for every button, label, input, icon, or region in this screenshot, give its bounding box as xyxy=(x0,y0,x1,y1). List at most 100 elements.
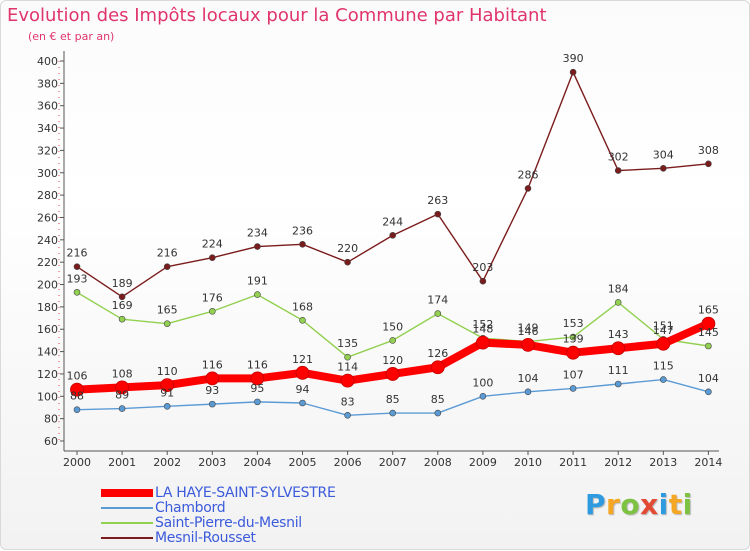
data-label: 121 xyxy=(292,353,313,366)
legend-label: LA HAYE-SAINT-SYLVESTRE xyxy=(155,485,336,501)
series-mesnil-rousset xyxy=(73,68,712,301)
data-point xyxy=(118,293,126,301)
data-label: 104 xyxy=(698,372,719,385)
data-point xyxy=(705,388,712,396)
data-label: 143 xyxy=(608,328,629,341)
chart-title: Evolution des Impôts locaux pour la Comm… xyxy=(7,5,547,26)
y-tick-label: 240 xyxy=(37,234,58,247)
data-label: 168 xyxy=(292,300,313,313)
legend-swatch xyxy=(101,489,153,497)
data-point xyxy=(344,353,351,361)
data-point xyxy=(569,68,577,76)
y-tick-label: 380 xyxy=(37,77,58,90)
data-label: 174 xyxy=(427,294,448,307)
x-tick-label: 2003 xyxy=(198,456,226,469)
data-point xyxy=(659,376,667,383)
data-label: 165 xyxy=(157,304,178,317)
data-point xyxy=(340,373,355,388)
x-tick-label: 2005 xyxy=(289,456,317,469)
data-point xyxy=(209,308,216,315)
data-point xyxy=(299,399,306,407)
series-chambord xyxy=(73,376,712,419)
axes: 60 80 100 120 140 160 180 200 220 240 260 280 300 320… xyxy=(37,51,722,469)
data-point xyxy=(295,365,310,380)
data-point xyxy=(614,299,622,306)
data-label: 165 xyxy=(698,304,719,317)
legend-label: Mesnil-Rousset xyxy=(155,530,256,546)
proxiti-logo: Proxiti xyxy=(585,488,693,521)
data-point xyxy=(434,210,442,218)
data-label: 220 xyxy=(337,242,358,255)
data-point xyxy=(569,385,577,392)
data-point xyxy=(70,382,84,397)
x-tick-label: 2013 xyxy=(649,456,677,469)
data-label: 189 xyxy=(112,277,133,290)
data-point xyxy=(434,409,442,417)
x-tick-label: 2014 xyxy=(694,456,722,469)
x-tick-label: 2008 xyxy=(424,456,452,469)
data-label: 89 xyxy=(115,389,129,402)
data-label: 91 xyxy=(160,386,174,399)
data-label: 150 xyxy=(382,320,403,333)
x-tick-label: 2000 xyxy=(63,456,91,469)
data-point xyxy=(163,263,171,270)
data-point xyxy=(115,380,129,395)
data-point xyxy=(475,335,490,350)
data-label: 390 xyxy=(563,52,584,65)
series-layer xyxy=(70,68,716,419)
data-label: 147 xyxy=(653,324,674,337)
data-point xyxy=(205,371,220,386)
data-point xyxy=(389,409,397,417)
data-label: 216 xyxy=(157,247,178,260)
data-label: 234 xyxy=(247,227,268,240)
data-label: 107 xyxy=(563,368,584,381)
data-point xyxy=(521,337,535,352)
data-point xyxy=(299,240,306,248)
data-label: 216 xyxy=(67,247,88,260)
data-point xyxy=(254,291,261,298)
x-tick-label: 2009 xyxy=(469,456,497,469)
data-point xyxy=(344,411,351,419)
data-point xyxy=(163,403,171,410)
x-tick-label: 2011 xyxy=(559,456,587,469)
data-label: 151 xyxy=(653,319,674,332)
y-tick-label: 400 xyxy=(37,55,58,68)
data-label: 244 xyxy=(382,215,403,228)
data-label: 83 xyxy=(341,395,355,408)
data-point xyxy=(254,243,261,250)
data-point xyxy=(209,400,216,408)
data-point xyxy=(656,336,671,351)
data-point xyxy=(73,289,81,296)
data-point xyxy=(299,316,306,324)
data-point xyxy=(569,333,577,341)
data-label: 146 xyxy=(518,325,539,338)
y-tick-label: 100 xyxy=(37,390,58,403)
data-point xyxy=(705,342,712,350)
data-point xyxy=(389,337,397,344)
data-point xyxy=(479,392,487,400)
y-tick-label: 140 xyxy=(37,346,58,359)
data-label: 149 xyxy=(518,322,539,335)
data-point xyxy=(479,277,487,285)
data-label: 152 xyxy=(472,318,493,331)
data-label: 304 xyxy=(653,148,674,161)
data-label: 106 xyxy=(67,370,88,383)
x-tick-label: 2006 xyxy=(334,456,362,469)
y-tick-label: 120 xyxy=(37,368,58,381)
data-label: 263 xyxy=(427,194,448,207)
data-label: 203 xyxy=(472,261,493,274)
y-tick-label: 280 xyxy=(37,189,58,202)
data-point xyxy=(524,185,532,192)
data-label: 184 xyxy=(608,282,629,295)
data-point xyxy=(118,405,126,412)
data-label: 120 xyxy=(382,354,403,367)
data-point xyxy=(611,341,626,356)
data-label: 85 xyxy=(386,393,400,406)
legend-label: Chambord xyxy=(155,500,226,516)
data-point xyxy=(566,345,580,360)
data-label: 139 xyxy=(563,333,584,346)
data-point xyxy=(209,254,216,262)
y-tick-label: 340 xyxy=(37,122,58,135)
x-tick-label: 2010 xyxy=(514,456,542,469)
